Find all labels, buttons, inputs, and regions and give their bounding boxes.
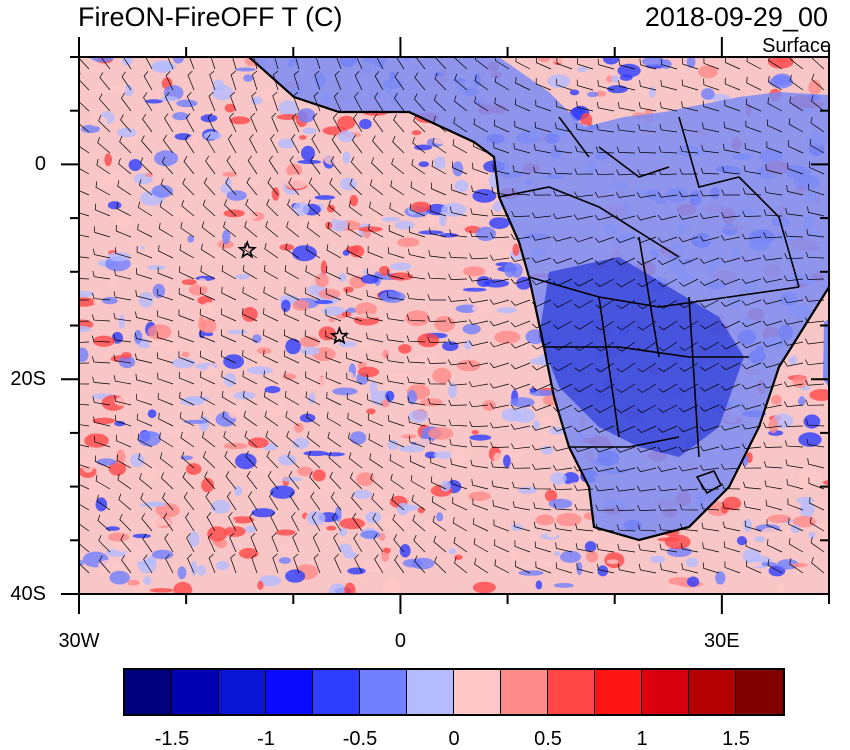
site-markers <box>237 240 350 345</box>
colorbar-swatch <box>548 670 595 714</box>
lat-tick-label: 20S <box>10 368 46 391</box>
colorbar-label: -1 <box>257 728 275 750</box>
lesotho-border <box>695 470 723 495</box>
colorbar-label: -1.5 <box>154 728 190 750</box>
colorbar-label: -0.5 <box>342 728 378 750</box>
colorbar-swatch <box>642 670 689 714</box>
colorbar-label: 0 <box>448 728 460 750</box>
star-marker-2 <box>329 325 350 345</box>
colorbar-swatch <box>172 670 219 714</box>
colorbar-swatch <box>595 670 642 714</box>
colorbar-swatch <box>689 670 736 714</box>
colorbar-swatch <box>407 670 454 714</box>
colorbar-swatch <box>736 670 783 714</box>
colorbar-label: 0.5 <box>534 728 562 750</box>
colorbar <box>123 668 785 716</box>
colorbar-swatch <box>360 670 407 714</box>
madagascar <box>823 319 829 387</box>
lat-tick-label: 40S <box>10 583 46 605</box>
colorbar-swatch <box>266 670 313 714</box>
wind-barbs <box>79 57 825 574</box>
country-borders <box>498 116 800 458</box>
star-marker-1 <box>237 240 257 259</box>
lon-tick-label: 0 <box>394 630 406 652</box>
plot-title: FireON-FireOFF T (C) <box>78 2 343 32</box>
plot-date: 2018-09-29_00 <box>644 2 828 32</box>
colorbar-label: 1.5 <box>722 728 750 750</box>
lat-tick-label: 0 <box>34 153 46 176</box>
southern-africa-hotspot <box>539 257 744 457</box>
colorbar-swatch <box>313 670 360 714</box>
lon-tick-label: 30W <box>58 630 100 652</box>
level-label: Surface <box>762 35 831 57</box>
colorbar-label: 1 <box>636 728 648 750</box>
lon-tick-label: 30E <box>704 630 740 652</box>
colorbar-swatch <box>219 670 266 714</box>
colorbar-swatch <box>454 670 501 714</box>
colorbar-swatch <box>125 670 172 714</box>
temperature-difference-map <box>79 57 829 594</box>
colorbar-swatch <box>501 670 548 714</box>
coastline <box>248 57 829 542</box>
